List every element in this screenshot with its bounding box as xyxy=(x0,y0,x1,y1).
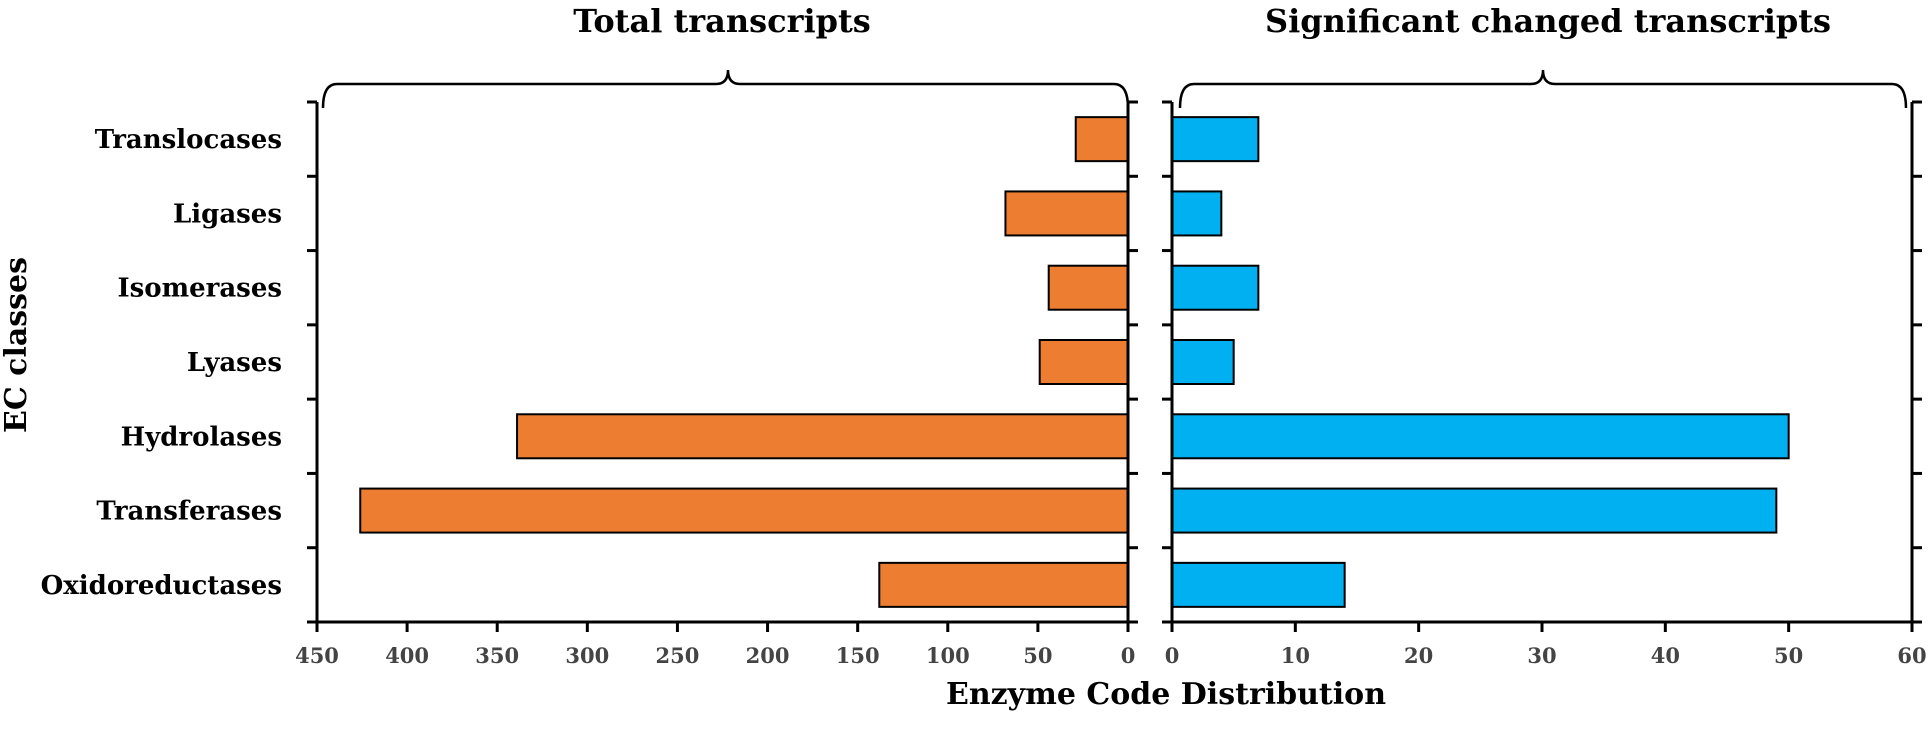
left-panel: 450 400 350 300 250 200 150 100 50 0 xyxy=(295,69,1138,668)
right-panel: 0 10 20 30 40 50 60 xyxy=(1162,69,1927,668)
right-bar-transferases xyxy=(1171,487,1778,534)
left-x-tick-label: 200 xyxy=(746,643,790,668)
left-x-tick-label: 300 xyxy=(565,643,609,668)
category-label-oxidoreductases: Oxidoreductases xyxy=(41,571,282,601)
category-label-ligases: Ligases xyxy=(173,199,282,229)
left-bar-ligases xyxy=(1004,190,1130,237)
category-label-hydrolases: Hydrolases xyxy=(121,422,282,452)
right-x-tick-label: 0 xyxy=(1165,643,1180,668)
left-x-tick-label: 50 xyxy=(1023,643,1052,668)
left-bar-oxidoreductases xyxy=(878,561,1129,608)
right-bar-isomerases xyxy=(1171,264,1260,311)
left-bar-translocases xyxy=(1074,116,1130,163)
right-x-tick-label: 60 xyxy=(1897,643,1926,668)
category-labels: Translocases Ligases Isomerases Lyases Hydro… xyxy=(41,125,282,601)
right-x-tick-label: 50 xyxy=(1774,643,1803,668)
category-label-isomerases: Isomerases xyxy=(117,274,282,304)
left-x-tick-label: 450 xyxy=(295,643,339,668)
right-x-tick-label: 30 xyxy=(1527,643,1556,668)
x-axis-title: Enzyme Code Distribution xyxy=(946,677,1386,712)
right-x-tick-label: 20 xyxy=(1404,643,1433,668)
left-bar-isomerases xyxy=(1047,264,1130,311)
left-x-tick-label: 100 xyxy=(926,643,970,668)
category-label-translocases: Translocases xyxy=(95,125,282,155)
right-bar-hydrolases xyxy=(1171,413,1790,460)
left-bar-transferases xyxy=(359,487,1129,534)
category-label-lyases: Lyases xyxy=(187,348,282,378)
left-panel-title: Total transcripts xyxy=(573,2,871,40)
right-panel-brace xyxy=(1178,69,1908,109)
left-x-tick-label: 150 xyxy=(836,643,880,668)
right-bar-oxidoreductases xyxy=(1171,561,1346,608)
left-x-tick-label: 0 xyxy=(1121,643,1136,668)
right-bar-translocases xyxy=(1171,116,1260,163)
right-x-tick-label: 40 xyxy=(1651,643,1680,668)
right-panel-title: Significant changed transcripts xyxy=(1265,2,1831,40)
left-x-tick-label: 350 xyxy=(475,643,519,668)
right-x-tick-label: 10 xyxy=(1281,643,1310,668)
category-label-transferases: Transferases xyxy=(96,497,282,527)
left-bar-hydrolases xyxy=(516,413,1129,460)
left-x-tick-label: 250 xyxy=(656,643,700,668)
left-panel-brace xyxy=(321,69,1130,109)
left-bar-lyases xyxy=(1038,339,1130,385)
right-bar-ligases xyxy=(1171,190,1223,237)
y-axis-title: EC classes xyxy=(0,257,34,433)
right-bar-lyases xyxy=(1171,339,1235,385)
left-x-tick-label: 400 xyxy=(385,643,429,668)
